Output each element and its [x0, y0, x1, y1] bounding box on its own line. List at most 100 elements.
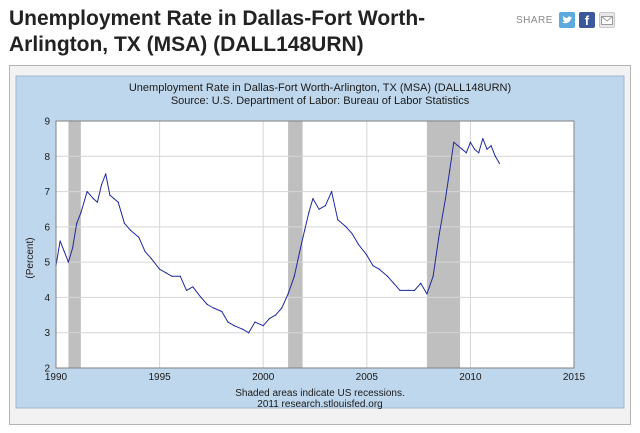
data-point [76, 222, 78, 224]
data-point [117, 201, 119, 203]
y-tick-label: 4 [44, 293, 50, 304]
data-point [486, 148, 488, 150]
chart-credit: 2011 research.stlouisfed.org [257, 399, 382, 410]
data-point [227, 321, 229, 323]
data-point [287, 293, 289, 295]
recession-band-3 [426, 121, 461, 368]
data-point [461, 148, 463, 150]
data-point [221, 310, 223, 313]
data-point [71, 247, 74, 249]
data-point [192, 286, 194, 288]
data-point [337, 219, 339, 221]
data-point [490, 145, 492, 147]
y-tick-label: 7 [44, 187, 50, 198]
data-point [86, 190, 88, 193]
facebook-share-button[interactable]: f [578, 12, 595, 28]
data-point [67, 261, 70, 263]
data-point [473, 148, 476, 150]
data-point [308, 212, 310, 214]
data-point [212, 307, 215, 309]
data-point [105, 173, 107, 175]
x-tick-label: 2010 [459, 372, 482, 383]
data-point [469, 141, 471, 143]
data-point [413, 289, 416, 291]
data-point [478, 152, 480, 154]
data-point [330, 190, 333, 193]
page-title: Unemployment Rate in Dallas-Fort Worth-A… [9, 7, 426, 56]
data-point [426, 293, 428, 295]
data-point [233, 325, 235, 327]
data-point [293, 275, 295, 277]
data-point [144, 250, 146, 253]
data-point [262, 325, 264, 327]
y-tick-label: 9 [44, 117, 50, 128]
data-point [113, 198, 115, 200]
series-line-DALL148URN [55, 138, 500, 334]
plot-border [55, 120, 575, 369]
recession-footnote: Shaded areas indicate US recessions. [235, 388, 405, 399]
fred-line-chart: Unemployment Rate in Dallas-Fort Worth-A… [15, 75, 625, 410]
data-point [80, 212, 82, 214]
data-point [241, 328, 244, 330]
data-point [457, 145, 459, 147]
data-point [123, 222, 125, 224]
facebook-f-icon: f [584, 12, 590, 28]
data-point [366, 254, 368, 256]
data-point [150, 258, 152, 260]
data-point [275, 314, 277, 316]
data-point [109, 194, 111, 196]
data-point [268, 318, 271, 320]
data-point [449, 169, 451, 171]
share-label: SHARE [516, 14, 553, 26]
data-point [299, 247, 302, 249]
data-point [482, 138, 484, 140]
y-tick-label: 3 [44, 328, 50, 339]
data-point [206, 303, 208, 306]
twitter-bird-icon [561, 16, 572, 24]
data-point [357, 243, 360, 246]
data-point [248, 332, 250, 334]
data-point [393, 282, 395, 284]
twitter-share-button[interactable] [558, 12, 575, 28]
data-point [129, 229, 132, 231]
data-point [438, 233, 440, 235]
y-tick-label: 2 [44, 364, 50, 375]
data-point [372, 265, 374, 267]
data-point [345, 226, 347, 228]
data-point [159, 268, 161, 270]
data-point [444, 198, 447, 200]
data-point [378, 268, 380, 270]
data-point [281, 307, 283, 309]
data-point [407, 289, 409, 291]
data-point [59, 240, 61, 242]
data-point [100, 183, 103, 186]
data-point [171, 275, 173, 277]
data-point [420, 282, 422, 284]
y-tick-label: 5 [44, 258, 50, 269]
data-point [304, 229, 306, 231]
recession-band-1 [68, 121, 81, 368]
data-point [399, 289, 401, 291]
y-tick-label: 6 [44, 222, 50, 233]
x-tick-label: 2000 [252, 372, 275, 383]
data-point [312, 198, 314, 200]
data-point [324, 205, 326, 207]
chart-title: Unemployment Rate in Dallas-Fort Worth-A… [129, 82, 511, 94]
email-share-button[interactable] [598, 12, 615, 28]
data-point [498, 162, 501, 164]
data-point [351, 233, 353, 235]
data-point [96, 201, 99, 203]
data-point [254, 321, 256, 323]
x-tick-label: 1995 [148, 372, 171, 383]
share-bar: SHARE f [516, 12, 619, 28]
x-tick-label: 2015 [563, 372, 586, 383]
data-point [92, 198, 94, 200]
data-point [179, 275, 181, 277]
data-point [465, 152, 467, 154]
data-point [494, 155, 496, 157]
data-point [185, 289, 188, 291]
recession-band-2 [288, 121, 303, 368]
data-point [386, 275, 389, 277]
data-point [200, 296, 202, 299]
data-point [453, 141, 455, 143]
